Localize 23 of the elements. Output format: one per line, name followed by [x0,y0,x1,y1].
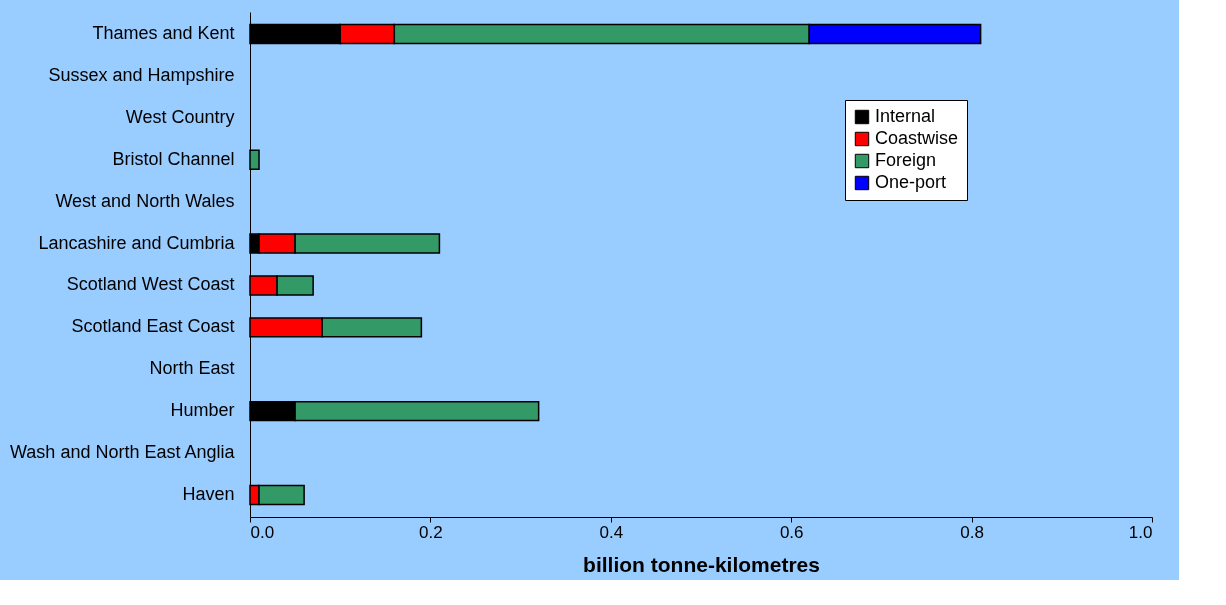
x-tick-label: 0.8 [960,522,984,542]
y-tick-label: West Country [125,106,235,127]
y-tick-label: Bristol Channel [112,148,235,169]
x-tick-label: 0.4 [599,522,624,542]
x-tick-label: 0.6 [779,522,804,542]
legend-label: Coastwise [875,128,959,148]
y-tick-label: Thames and Kent [92,23,235,43]
y-tick-label: Lancashire and Cumbria [38,232,236,253]
x-tick-label: 1.0 [1128,522,1153,542]
x-tick-label: 0.0 [250,522,275,542]
legend-label: Internal [875,106,936,126]
legend-label: One-port [875,172,947,192]
y-tick-label: Scotland West Coast [66,274,235,295]
y-tick-label: Haven [182,484,235,504]
x-tick-label: 0.2 [419,522,443,542]
y-tick-label: West and North Wales [55,190,235,211]
y-tick-label: North East [149,358,235,379]
y-tick-label: Scotland East Coast [71,316,235,337]
y-tick-label: Sussex and Hampshire [48,64,235,85]
y-tick-label: Wash and North East Anglia [10,442,236,463]
x-axis-title: billion tonne-kilometres [583,552,820,576]
legend-label: Foreign [875,150,937,170]
y-tick-label: Humber [170,400,235,421]
